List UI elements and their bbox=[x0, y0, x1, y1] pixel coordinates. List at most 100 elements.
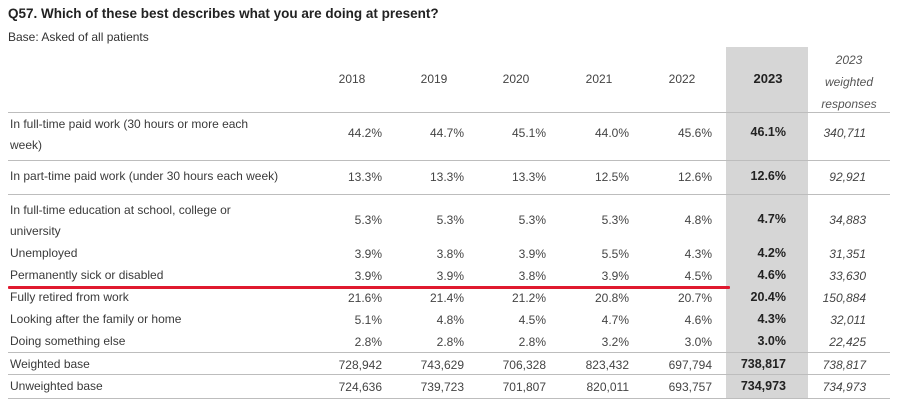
cell: 693,757 bbox=[668, 380, 712, 394]
cell-weighted: 340,711 bbox=[823, 126, 867, 140]
col-header-2021: 2021 bbox=[585, 72, 613, 86]
cell: 5.1% bbox=[354, 313, 382, 327]
cell: 724,636 bbox=[338, 380, 382, 394]
cell: 701,807 bbox=[502, 380, 546, 394]
cell-weighted: 734,973 bbox=[822, 380, 866, 394]
cell: 4.7% bbox=[601, 313, 629, 327]
cell: 21.2% bbox=[511, 291, 546, 305]
row-label-family-home: Looking after the family or home bbox=[10, 309, 310, 330]
red-divider-line bbox=[8, 286, 730, 289]
row-label-line: Looking after the family or home bbox=[10, 312, 182, 326]
cell: 697,794 bbox=[668, 358, 712, 372]
cell-2023: 738,817 bbox=[740, 357, 786, 371]
table-title: Q57. Which of these best describes what … bbox=[8, 6, 439, 21]
cell-weighted: 738,817 bbox=[822, 358, 866, 372]
col-header-2018: 2018 bbox=[338, 72, 366, 86]
col-header-weighted-line3: responses bbox=[821, 97, 877, 111]
row-label-line: Weighted base bbox=[10, 357, 90, 371]
header-divider bbox=[8, 112, 890, 113]
row-label-line: Unemployed bbox=[10, 246, 78, 260]
cell: 2.8% bbox=[518, 335, 546, 349]
cell: 706,328 bbox=[502, 358, 546, 372]
cell-weighted: 22,425 bbox=[829, 335, 866, 349]
cell-2023: 46.1% bbox=[750, 125, 786, 139]
cell-2023: 734,973 bbox=[740, 379, 786, 393]
row-label-line: week) bbox=[10, 138, 43, 152]
cell: 20.8% bbox=[594, 291, 629, 305]
row-divider bbox=[8, 374, 890, 375]
cell: 44.0% bbox=[594, 126, 629, 140]
cell: 743,629 bbox=[420, 358, 464, 372]
cell-2023: 20.4% bbox=[750, 290, 786, 304]
cell-weighted: 32,011 bbox=[830, 313, 866, 327]
col-header-2019: 2019 bbox=[420, 72, 448, 86]
col-header-weighted-line1: 2023 bbox=[835, 53, 863, 67]
cell: 5.3% bbox=[601, 213, 629, 227]
cell-2023: 4.2% bbox=[757, 246, 787, 260]
cell: 5.3% bbox=[436, 213, 464, 227]
cell: 4.8% bbox=[436, 313, 464, 327]
cell: 3.9% bbox=[436, 269, 464, 283]
row-label-unemployed: Unemployed bbox=[10, 243, 310, 264]
cell: 21.4% bbox=[429, 291, 464, 305]
cell: 739,723 bbox=[420, 380, 464, 394]
base-divider bbox=[8, 352, 890, 353]
cell: 728,942 bbox=[338, 358, 382, 372]
row-label-something-else: Doing something else bbox=[10, 331, 310, 352]
cell: 3.0% bbox=[684, 335, 712, 349]
table-bottom-border bbox=[8, 398, 890, 399]
cell: 45.1% bbox=[511, 126, 546, 140]
cell-2023: 4.6% bbox=[757, 268, 787, 282]
row-label-line: Doing something else bbox=[10, 334, 126, 348]
cell: 21.6% bbox=[347, 291, 382, 305]
cell-weighted: 34,883 bbox=[829, 213, 866, 227]
cell: 3.9% bbox=[354, 269, 382, 283]
cell-2023: 12.6% bbox=[750, 169, 786, 183]
row-label-full-time-work: In full-time paid work (30 hours or more… bbox=[10, 114, 310, 156]
cell: 20.7% bbox=[677, 291, 712, 305]
cell: 3.9% bbox=[601, 269, 629, 283]
cell-2023: 3.0% bbox=[757, 334, 787, 348]
col-header-weighted-line2: weighted bbox=[824, 75, 874, 89]
row-divider bbox=[8, 160, 890, 161]
cell: 4.8% bbox=[684, 213, 712, 227]
col-header-weighted: 2023 weighted responses bbox=[808, 49, 890, 115]
col-header-2022: 2022 bbox=[668, 72, 696, 86]
cell: 13.3% bbox=[347, 170, 382, 184]
cell: 44.2% bbox=[347, 126, 382, 140]
cell-weighted: 31,351 bbox=[829, 247, 866, 261]
cell: 4.6% bbox=[684, 313, 712, 327]
cell-weighted: 33,630 bbox=[829, 269, 866, 283]
cell: 3.8% bbox=[436, 247, 464, 261]
row-label-line: Permanently sick or disabled bbox=[10, 268, 164, 282]
cell: 4.5% bbox=[518, 313, 546, 327]
cell: 2.8% bbox=[436, 335, 464, 349]
cell: 820,011 bbox=[586, 380, 630, 394]
row-label-line: In part-time paid work (under 30 hours e… bbox=[10, 169, 279, 183]
cell: 5.5% bbox=[601, 247, 629, 261]
cell: 5.3% bbox=[518, 213, 546, 227]
cell-weighted: 92,921 bbox=[829, 170, 866, 184]
highlight-2023-column bbox=[726, 47, 808, 399]
cell-2023: 4.3% bbox=[757, 312, 787, 326]
row-label-fully-retired: Fully retired from work bbox=[10, 287, 310, 308]
row-label-line: In full-time education at school, colleg… bbox=[10, 203, 231, 217]
cell: 45.6% bbox=[677, 126, 712, 140]
cell: 4.3% bbox=[684, 247, 712, 261]
row-label-full-time-education: In full-time education at school, colleg… bbox=[10, 200, 310, 242]
col-header-2020: 2020 bbox=[502, 72, 530, 86]
cell: 3.9% bbox=[518, 247, 546, 261]
cell: 4.5% bbox=[684, 269, 712, 283]
cell-2023: 4.7% bbox=[757, 212, 787, 226]
cell: 12.6% bbox=[677, 170, 712, 184]
table-subtitle: Base: Asked of all patients bbox=[8, 30, 149, 44]
col-header-2023: 2023 bbox=[753, 71, 783, 86]
row-label-line: Fully retired from work bbox=[10, 290, 129, 304]
cell: 3.2% bbox=[601, 335, 629, 349]
cell: 13.3% bbox=[511, 170, 546, 184]
cell: 13.3% bbox=[429, 170, 464, 184]
row-label-weighted-base: Weighted base bbox=[10, 354, 310, 375]
cell: 2.8% bbox=[354, 335, 382, 349]
cell-weighted: 150,884 bbox=[822, 291, 866, 305]
row-divider bbox=[8, 194, 890, 195]
